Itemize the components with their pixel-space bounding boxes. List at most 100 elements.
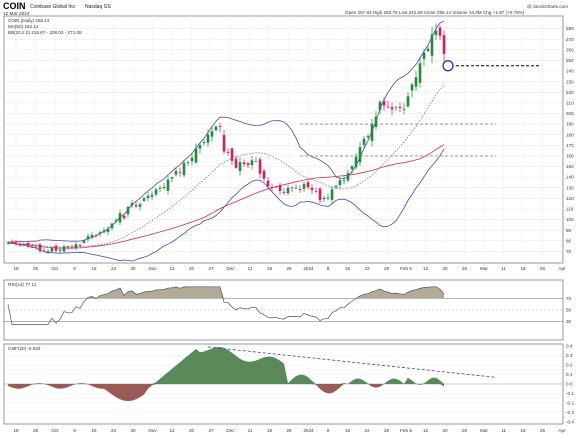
price-x-tick: 16 (345, 266, 351, 271)
candle-body (274, 186, 278, 188)
candle-body (66, 246, 70, 248)
candle-body (150, 194, 154, 197)
price-x-tick: Oct (51, 266, 59, 271)
price-y-tick: 170 (566, 143, 574, 148)
candle-body (430, 34, 434, 56)
price-x-tick: 9 (73, 266, 76, 271)
candle-body (378, 101, 382, 110)
bottom-x-tick: 18 (267, 428, 273, 433)
cmf-y-tick: 0.1 (566, 372, 573, 377)
rsi-y-tick: 70 (566, 296, 572, 301)
candle-body (346, 173, 350, 181)
bottom-x-tick: Nov (148, 428, 157, 433)
cmf-negative-area (8, 384, 444, 402)
candle-body (318, 188, 322, 201)
bottom-x-tick: Oct (51, 428, 59, 433)
candle-body (90, 234, 94, 238)
candle-body (354, 157, 358, 168)
candle-body (146, 195, 150, 198)
bottom-x-tick: 27 (208, 428, 214, 433)
candle-body (394, 106, 398, 108)
price-y-tick: 150 (566, 164, 574, 169)
price-y-tick: 160 (566, 154, 574, 159)
candle-body (34, 246, 38, 248)
price-x-tick: 25 (33, 266, 39, 271)
cmf-y-tick: 0.2 (566, 363, 573, 368)
price-panel-frame (3, 15, 564, 264)
price-x-tick: 27 (208, 266, 214, 271)
candle-body (358, 147, 362, 163)
candle-body (10, 241, 14, 243)
candle-body (198, 145, 202, 149)
candle-body (190, 157, 194, 162)
legend-bb: BB(20,2.0) 218.67 - 208.03 - 271.08 (8, 30, 82, 35)
candle-body (234, 158, 238, 168)
candle-body (30, 246, 34, 248)
price-y-tick: 260 (566, 47, 574, 52)
candle-body (246, 163, 250, 166)
candle-body (322, 197, 326, 199)
bottom-x-tick: 20 (442, 428, 448, 433)
candle-body (210, 131, 214, 137)
candle-body (130, 203, 134, 206)
price-x-tick: 12 (423, 266, 429, 271)
cmf-trendline (207, 346, 497, 378)
candle-body (194, 148, 198, 163)
bottom-x-tick: Mar (480, 428, 488, 433)
cmf-y-tick: -0.1 (566, 391, 574, 396)
candle-body (22, 244, 26, 245)
candle-body (214, 126, 218, 131)
price-x-tick: Mar (480, 266, 488, 271)
candle-body (94, 235, 98, 237)
candle-body (270, 186, 274, 188)
candle-body (106, 228, 110, 233)
price-y-tick: 70 (566, 249, 572, 254)
candle-body (54, 245, 58, 251)
candle-body (6, 242, 10, 244)
price-x-tick: 2024 (303, 266, 314, 271)
price-x-tick: 25 (540, 266, 546, 271)
legend-ma50: MA(50) 162.12 (8, 24, 39, 29)
candle-body (370, 124, 374, 141)
price-y-tick: 80 (566, 238, 572, 243)
bb-lower-line (7, 148, 445, 262)
candle-body (290, 187, 294, 189)
candle-body (102, 230, 106, 233)
cmf-y-tick: 0.3 (566, 353, 573, 358)
bottom-x-tick: 11 (248, 428, 253, 433)
price-x-tick: 18 (13, 266, 19, 271)
price-x-tick: 30 (130, 266, 136, 271)
bottom-x-tick: 18 (520, 428, 526, 433)
candle-body (58, 249, 62, 251)
bottom-x-tick: 23 (111, 428, 117, 433)
rsi-y-tick: 30 (566, 319, 572, 324)
candle-body (14, 242, 18, 244)
price-y-tick: 110 (566, 207, 574, 212)
cmf-positive-area (8, 347, 444, 384)
bottom-x-tick: Feb 5 (400, 428, 412, 433)
price-x-tick: 29 (384, 266, 390, 271)
bottom-x-tick: 30 (130, 428, 136, 433)
bottom-x-tick: 8 (327, 428, 330, 433)
candle-body (222, 135, 226, 152)
candle-body (114, 220, 118, 222)
bb-middle-line (7, 84, 445, 248)
bottom-x-tick: 25 (540, 428, 546, 433)
price-y-tick: 130 (566, 185, 574, 190)
bottom-x-tick: 20 (189, 428, 195, 433)
price-y-tick: 100 (566, 217, 574, 222)
rsi-y-axis: 30 50 70 (566, 296, 572, 324)
rsi-y-tick: 50 (566, 308, 572, 313)
candle-body (98, 232, 102, 234)
price-x-tick: 20 (189, 266, 195, 271)
bottom-x-tick: 16 (345, 428, 351, 433)
candle-body (82, 240, 86, 243)
price-x-tick: 13 (169, 266, 175, 271)
candle-body (186, 162, 190, 163)
legend-cmf: CMF(20) -0.026 (8, 346, 41, 351)
price-y-tick: 200 (566, 111, 574, 116)
candle-body (230, 148, 234, 161)
candle-body (366, 136, 370, 138)
exchange: Nasdaq GS (85, 4, 112, 10)
candle-body (138, 204, 142, 207)
